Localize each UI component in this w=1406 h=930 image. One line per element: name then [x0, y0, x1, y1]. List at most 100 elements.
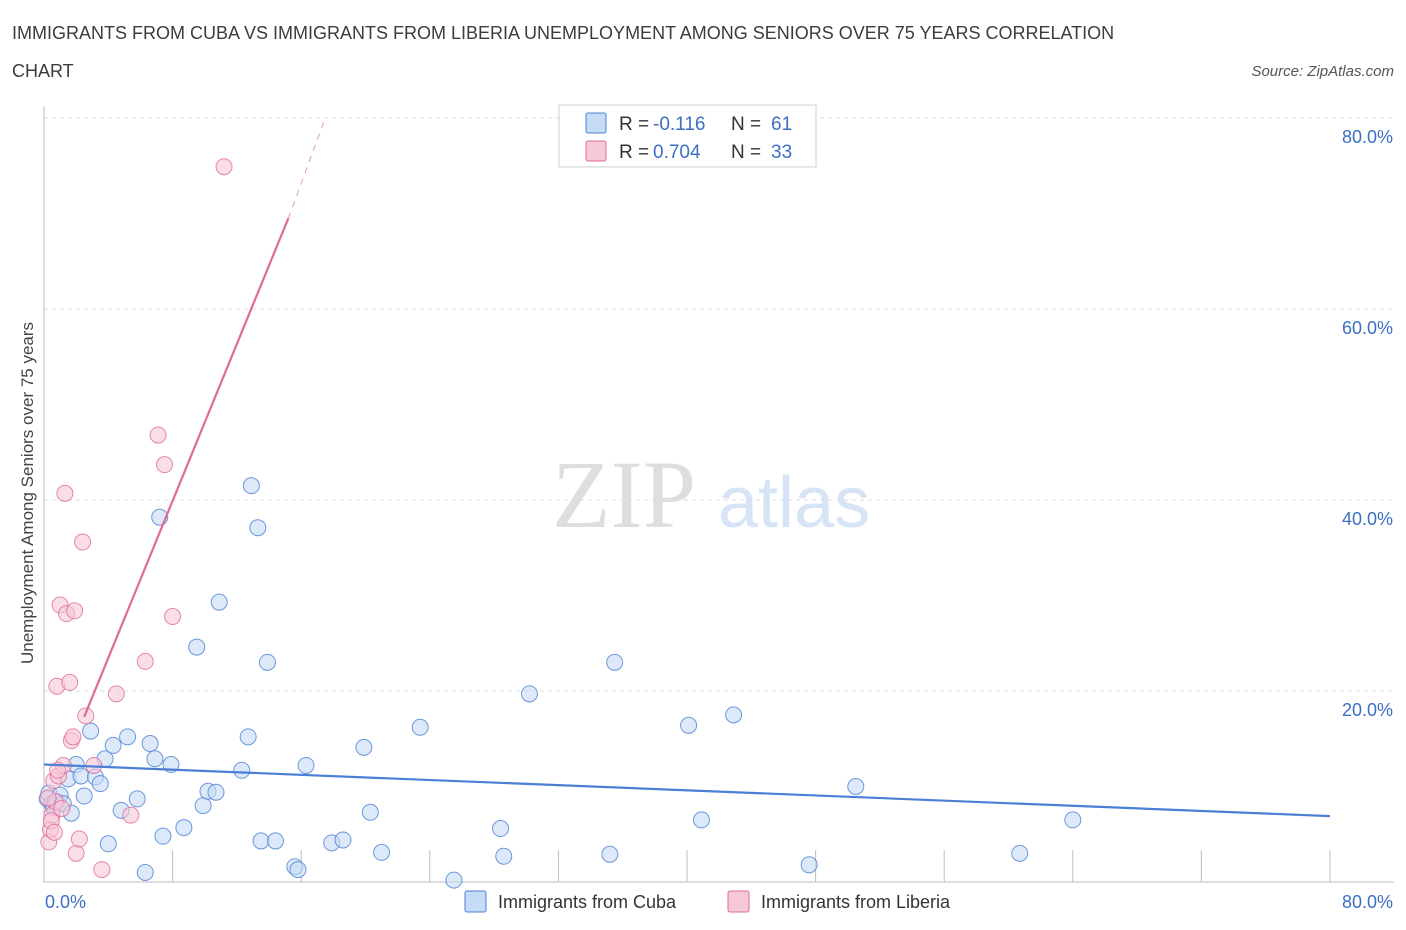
point-cuba-51 — [495, 847, 513, 865]
point-cuba-52 — [520, 685, 538, 703]
point-cuba-46 — [361, 803, 379, 821]
legend-n-label-cuba: N = — [731, 114, 761, 135]
point-cuba-42 — [297, 756, 315, 774]
point-cuba-27 — [175, 819, 193, 837]
point-liberia-14 — [64, 728, 82, 746]
series-legend-label-cuba: Immigrants from Cuba — [498, 892, 677, 912]
point-cuba-57 — [725, 706, 743, 724]
points-layer — [38, 158, 1082, 889]
point-cuba-16 — [99, 835, 117, 853]
trend-layer — [43, 117, 1331, 818]
point-cuba-34 — [239, 728, 257, 746]
point-liberia-24 — [136, 652, 154, 670]
point-liberia-27 — [164, 608, 182, 626]
point-cuba-31 — [207, 783, 225, 801]
point-liberia-12 — [61, 673, 79, 691]
trend-line-liberia — [83, 217, 290, 718]
point-cuba-39 — [266, 832, 284, 850]
point-cuba-49 — [445, 871, 463, 889]
point-cuba-21 — [136, 863, 154, 881]
point-liberia-15 — [66, 602, 84, 620]
x-axis-ticks — [43, 850, 1331, 882]
point-cuba-29 — [194, 797, 212, 815]
watermark-zip: ZIP — [552, 441, 696, 548]
point-cuba-12 — [82, 722, 100, 740]
x-tick-label-min: 0.0% — [45, 892, 86, 912]
y-tick-label-60: 60.0% — [1342, 318, 1393, 338]
series-legend-swatch-cuba — [464, 890, 487, 913]
point-cuba-38 — [258, 653, 276, 671]
point-cuba-48 — [411, 718, 429, 736]
point-cuba-61 — [1064, 811, 1082, 829]
point-liberia-23 — [122, 806, 140, 824]
point-cuba-20 — [128, 790, 146, 808]
point-cuba-50 — [492, 820, 510, 838]
legend-r-label-cuba: R = — [619, 114, 649, 135]
point-cuba-56 — [692, 811, 710, 829]
point-liberia-29 — [39, 789, 57, 807]
point-cuba-53 — [601, 845, 619, 863]
point-cuba-17 — [104, 736, 122, 754]
legend-swatch-cuba — [585, 112, 607, 134]
series-legend: Immigrants from Cuba Immigrants from Lib… — [464, 890, 951, 913]
y-tick-label-80: 80.0% — [1342, 127, 1393, 147]
x-tick-label-max: 80.0% — [1342, 892, 1393, 912]
series-legend-label-liberia: Immigrants from Liberia — [761, 892, 951, 912]
point-liberia-18 — [74, 533, 92, 551]
point-cuba-36 — [249, 519, 267, 537]
point-cuba-60 — [1011, 844, 1029, 862]
point-liberia-17 — [70, 830, 88, 848]
stats-legend: R = -0.116 N = 61 R = 0.704 N = 33 — [558, 104, 817, 168]
point-liberia-16 — [67, 844, 85, 862]
source-label: Source: ZipAtlas.com — [1251, 63, 1394, 80]
point-cuba-32 — [210, 593, 228, 611]
point-liberia-10 — [56, 484, 74, 502]
point-cuba-54 — [606, 653, 624, 671]
point-cuba-19 — [119, 728, 137, 746]
point-liberia-28 — [215, 158, 233, 176]
point-liberia-26 — [156, 456, 174, 474]
point-cuba-33 — [233, 761, 251, 779]
point-cuba-55 — [680, 716, 698, 734]
legend-swatch-liberia — [585, 140, 607, 162]
point-cuba-44 — [334, 831, 352, 849]
legend-r-label-liberia: R = — [619, 142, 649, 163]
point-cuba-14 — [91, 775, 109, 793]
point-cuba-35 — [242, 477, 260, 495]
point-cuba-11 — [75, 787, 93, 805]
legend-n-label-liberia: N = — [731, 142, 761, 163]
legend-r-value-liberia: 0.704 — [653, 142, 701, 163]
gridlines — [44, 117, 1394, 692]
point-cuba-10 — [72, 767, 90, 785]
point-liberia-19 — [77, 707, 95, 725]
point-liberia-8 — [53, 799, 71, 817]
point-cuba-37 — [252, 832, 270, 850]
legend-r-value-cuba: -0.116 — [653, 114, 705, 135]
legend-n-value-liberia: 33 — [771, 142, 792, 163]
point-cuba-25 — [154, 827, 172, 845]
point-cuba-45 — [355, 738, 373, 756]
point-cuba-22 — [141, 735, 159, 753]
point-cuba-41 — [289, 861, 307, 879]
point-cuba-59 — [847, 778, 865, 795]
y-tick-label-40: 40.0% — [1342, 509, 1393, 529]
point-cuba-47 — [373, 843, 391, 861]
point-liberia-31 — [45, 823, 63, 841]
y-axis-label: Unemployment Among Seniors over 75 years — [18, 322, 37, 664]
point-cuba-58 — [800, 856, 818, 874]
chart-title-line-2: CHART — [12, 61, 74, 81]
y-tick-label-20: 20.0% — [1342, 700, 1393, 720]
point-cuba-23 — [146, 750, 164, 768]
trend-line-extension-liberia — [287, 117, 326, 219]
chart-title-line-1: IMMIGRANTS FROM CUBA VS IMMIGRANTS FROM … — [12, 23, 1114, 43]
legend-n-value-cuba: 61 — [771, 114, 792, 135]
point-liberia-25 — [149, 426, 167, 444]
point-liberia-22 — [107, 685, 125, 703]
trend-line-cuba — [43, 763, 1331, 818]
point-cuba-28 — [188, 638, 206, 656]
watermark-atlas: atlas — [718, 463, 870, 543]
y-tick-labels: 20.0% 40.0% 60.0% 80.0% — [1342, 127, 1393, 720]
point-liberia-21 — [93, 861, 111, 879]
series-legend-swatch-liberia — [727, 890, 750, 913]
